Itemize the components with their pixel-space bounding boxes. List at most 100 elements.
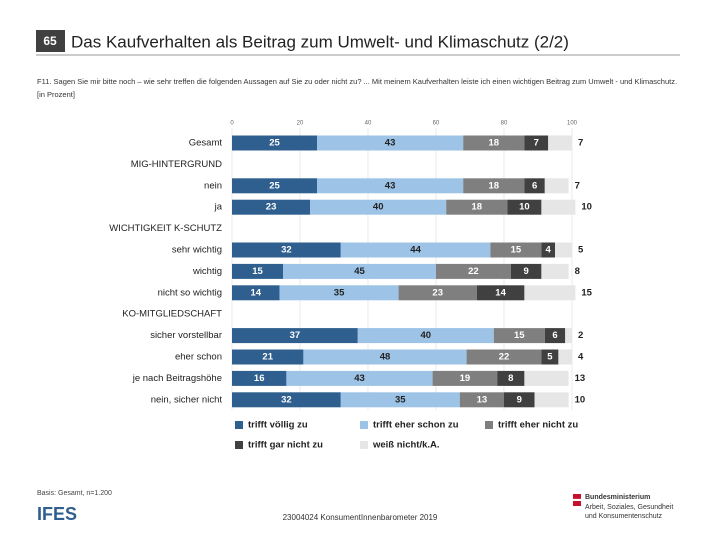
- x-tick-label: 20: [297, 121, 304, 127]
- ministry-line: Arbeit, Soziales, Gesundheit: [585, 504, 673, 511]
- slide-title: Das Kaufverhalten als Beitrag zum Umwelt…: [71, 32, 569, 51]
- data-label: 8: [575, 266, 580, 277]
- bar-segment: [555, 242, 572, 258]
- x-tick-label: 40: [365, 121, 372, 127]
- legend-label: trifft völlig zu: [248, 420, 308, 431]
- data-label: 18: [489, 180, 500, 191]
- data-label: 10: [519, 202, 530, 213]
- bar-segment: [232, 285, 280, 301]
- data-label: 7: [575, 180, 580, 191]
- data-label: 15: [514, 330, 525, 341]
- bar-segment: [436, 263, 511, 279]
- page-number: 65: [43, 34, 57, 48]
- bar-segment: [548, 135, 572, 151]
- data-label: 35: [334, 287, 345, 298]
- legend-label: trifft gar nicht zu: [248, 440, 323, 451]
- data-label: 15: [511, 245, 522, 256]
- bar-segment: [459, 392, 504, 408]
- data-label: 21: [262, 352, 273, 363]
- x-tick-label: 100: [567, 121, 578, 127]
- data-label: 8: [508, 373, 513, 384]
- legend-swatch: [235, 421, 243, 429]
- legend-swatch: [485, 421, 493, 429]
- basis: Basis: Gesamt, n=1.200: [37, 490, 112, 497]
- data-label: 44: [410, 245, 421, 256]
- data-label: 6: [552, 330, 557, 341]
- category-label: nein: [204, 180, 222, 191]
- data-label: 4: [578, 352, 584, 363]
- data-label: 14: [495, 287, 506, 298]
- category-label: ja: [214, 202, 223, 213]
- flag-bottom: [573, 501, 581, 506]
- legend-swatch: [235, 441, 243, 449]
- bar-segment: [232, 370, 287, 386]
- bar-segment: [544, 328, 566, 344]
- legend-swatch: [360, 441, 368, 449]
- data-label: 15: [581, 287, 592, 298]
- category-label: Gesamt: [189, 138, 223, 149]
- bar-segment: [232, 199, 311, 215]
- bar-segment: [504, 392, 535, 408]
- bar-segment: [544, 178, 569, 194]
- category-label: WICHTIGKEIT K-SCHUTZ: [109, 223, 222, 234]
- category-label: nicht so wichtig: [158, 287, 222, 298]
- data-label: 13: [477, 394, 488, 405]
- data-label: 35: [395, 394, 406, 405]
- ministry-line: und Konsumentenschutz: [585, 513, 663, 520]
- data-label: 7: [578, 138, 583, 149]
- bar-segment: [490, 242, 542, 258]
- bar-segment: [476, 285, 525, 301]
- bar-segment: [232, 349, 304, 365]
- data-label: 9: [517, 394, 522, 405]
- bar-segment: [507, 199, 542, 215]
- data-label: 23: [266, 202, 277, 213]
- bar-segment: [310, 199, 447, 215]
- legend-label: weiß nicht/k.A.: [372, 440, 440, 451]
- data-label: 25: [269, 138, 280, 149]
- bar-segment: [558, 349, 572, 365]
- data-label: 14: [251, 287, 262, 298]
- data-label: 10: [581, 202, 592, 213]
- bar-segment: [497, 370, 525, 386]
- category-label: KO-MITGLIEDSCHAFT: [122, 309, 222, 320]
- data-label: 6: [532, 180, 537, 191]
- bar-segment: [232, 392, 341, 408]
- bar-segment: [432, 370, 498, 386]
- bar-segment: [286, 370, 433, 386]
- category-label: MIG-HINTERGRUND: [131, 159, 222, 170]
- data-label: 48: [380, 352, 391, 363]
- data-label: 45: [354, 266, 365, 277]
- data-label: 18: [489, 138, 500, 149]
- data-label: 5: [578, 245, 584, 256]
- x-tick-label: 60: [433, 121, 440, 127]
- bar-segment: [493, 328, 545, 344]
- x-tick-label: 80: [501, 121, 508, 127]
- data-label: 7: [534, 138, 539, 149]
- data-label: 2: [578, 330, 583, 341]
- bar-segment: [232, 135, 317, 151]
- bar-segment: [340, 242, 491, 258]
- data-label: 19: [460, 373, 471, 384]
- category-label: je nach Beitragshöhe: [132, 373, 222, 384]
- data-label: 10: [575, 394, 586, 405]
- data-label: 43: [385, 180, 396, 191]
- bar-segment: [398, 285, 477, 301]
- ministry-line: Bundesministerium: [585, 494, 650, 501]
- data-label: 40: [421, 330, 432, 341]
- bar-segment: [541, 263, 569, 279]
- data-label: 43: [354, 373, 365, 384]
- data-label: 15: [252, 266, 263, 277]
- bar-segment: [510, 263, 542, 279]
- bar-segment: [541, 349, 559, 365]
- data-label: 18: [472, 202, 483, 213]
- data-label: 37: [290, 330, 301, 341]
- bar-segment: [541, 199, 576, 215]
- legend-label: trifft eher schon zu: [373, 420, 459, 431]
- data-label: 9: [523, 266, 528, 277]
- data-label: 32: [281, 245, 292, 256]
- category-label: sehr wichtig: [172, 245, 222, 256]
- data-label: 22: [499, 352, 510, 363]
- bar-segment: [466, 349, 542, 365]
